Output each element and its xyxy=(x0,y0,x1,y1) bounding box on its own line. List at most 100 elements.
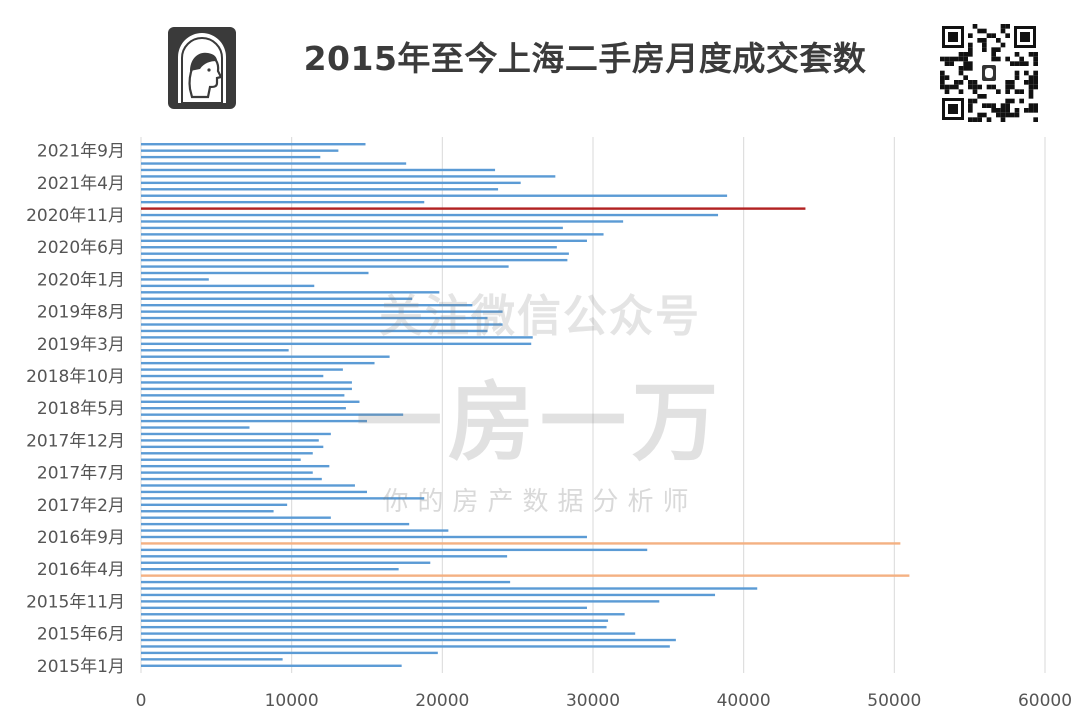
bar xyxy=(141,645,670,648)
bar xyxy=(141,329,488,333)
bar xyxy=(141,168,496,172)
y-tick-label: 2018年10月 xyxy=(26,367,125,387)
bar xyxy=(141,394,345,397)
bar xyxy=(141,651,438,655)
bar xyxy=(141,149,339,152)
bar xyxy=(141,497,425,500)
bar xyxy=(141,252,569,255)
bar xyxy=(141,632,636,635)
bar xyxy=(141,580,511,584)
y-tick-label: 2017年7月 xyxy=(37,464,125,484)
y-tick-label: 2021年4月 xyxy=(37,174,125,194)
gridlines xyxy=(140,137,1046,673)
bar xyxy=(141,606,587,610)
x-tick-label: 40000 xyxy=(717,691,771,711)
bar xyxy=(141,233,604,236)
bar xyxy=(141,200,425,204)
bar xyxy=(141,548,648,552)
bar xyxy=(141,600,660,603)
bar xyxy=(141,432,331,436)
bar xyxy=(141,619,609,622)
y-tick-label: 2017年12月 xyxy=(26,431,125,451)
bar xyxy=(141,278,209,281)
bar xyxy=(141,613,625,616)
y-axis-labels: 2021年9月 2021年4月 2020年11月 2020年6月 2020年1月 2019… xyxy=(26,142,125,677)
bar xyxy=(141,510,274,513)
bar xyxy=(141,271,369,275)
y-tick-label: 2016年9月 xyxy=(37,528,125,548)
bar xyxy=(141,529,449,532)
portrait-logo-icon xyxy=(168,27,236,109)
bar xyxy=(141,407,346,410)
x-axis-labels: 0 10000 20000 30000 40000 50000 60000 xyxy=(136,691,1072,711)
bar xyxy=(141,516,331,519)
bar xyxy=(141,143,366,146)
bar xyxy=(141,213,719,217)
y-tick-label: 2020年1月 xyxy=(37,270,125,290)
bar xyxy=(141,567,399,571)
bar xyxy=(141,355,390,358)
bar xyxy=(141,387,352,391)
bar xyxy=(141,188,499,191)
bar xyxy=(141,381,352,384)
bar xyxy=(141,246,557,249)
y-tick-label: 2018年5月 xyxy=(37,399,125,419)
bar xyxy=(141,658,283,661)
bar xyxy=(141,555,508,558)
bar xyxy=(141,593,716,597)
bar xyxy=(141,477,322,481)
bars xyxy=(141,143,910,667)
bar xyxy=(141,503,288,507)
x-tick-label: 60000 xyxy=(1018,691,1072,711)
bar xyxy=(141,316,488,320)
bar xyxy=(141,625,607,629)
bar xyxy=(141,413,404,416)
bar xyxy=(141,303,473,307)
bar xyxy=(141,484,355,487)
y-tick-label: 2015年6月 xyxy=(37,625,125,645)
bar xyxy=(141,574,910,577)
bar xyxy=(141,258,568,262)
bar xyxy=(141,155,321,159)
bar xyxy=(141,522,410,526)
y-tick-label: 2016年4月 xyxy=(37,560,125,580)
bar xyxy=(141,535,587,539)
bar xyxy=(141,265,509,268)
bar xyxy=(141,439,319,442)
bar xyxy=(141,458,301,461)
bar xyxy=(141,220,624,223)
bar xyxy=(141,194,728,197)
bar xyxy=(141,445,324,449)
chart-title: 2015年至今上海二手房月度成交套数 xyxy=(303,39,867,78)
bar xyxy=(141,452,313,455)
bar xyxy=(141,542,901,545)
y-tick-label: 2015年11月 xyxy=(26,592,125,612)
y-tick-label: 2017年2月 xyxy=(37,496,125,516)
bar xyxy=(141,226,563,230)
bar xyxy=(141,162,407,165)
bar xyxy=(141,490,367,494)
y-tick-label: 2021年9月 xyxy=(37,142,125,162)
bar xyxy=(141,587,758,590)
x-tick-label: 50000 xyxy=(867,691,921,711)
bar xyxy=(141,207,806,210)
bar xyxy=(141,561,431,564)
bar xyxy=(141,239,587,243)
y-tick-label: 2015年1月 xyxy=(37,657,125,677)
y-tick-label: 2020年6月 xyxy=(37,238,125,258)
bar xyxy=(141,323,503,326)
bar xyxy=(141,284,315,288)
bar xyxy=(141,310,503,313)
bar xyxy=(141,291,440,294)
bar xyxy=(141,664,402,667)
bar xyxy=(141,471,313,474)
x-tick-label: 20000 xyxy=(415,691,469,711)
bar xyxy=(141,361,375,365)
y-tick-label: 2019年8月 xyxy=(37,303,125,323)
bar xyxy=(141,464,330,468)
bar xyxy=(141,175,556,178)
qr-code-icon xyxy=(940,24,1038,122)
bar xyxy=(141,297,413,300)
x-tick-label: 30000 xyxy=(566,691,620,711)
